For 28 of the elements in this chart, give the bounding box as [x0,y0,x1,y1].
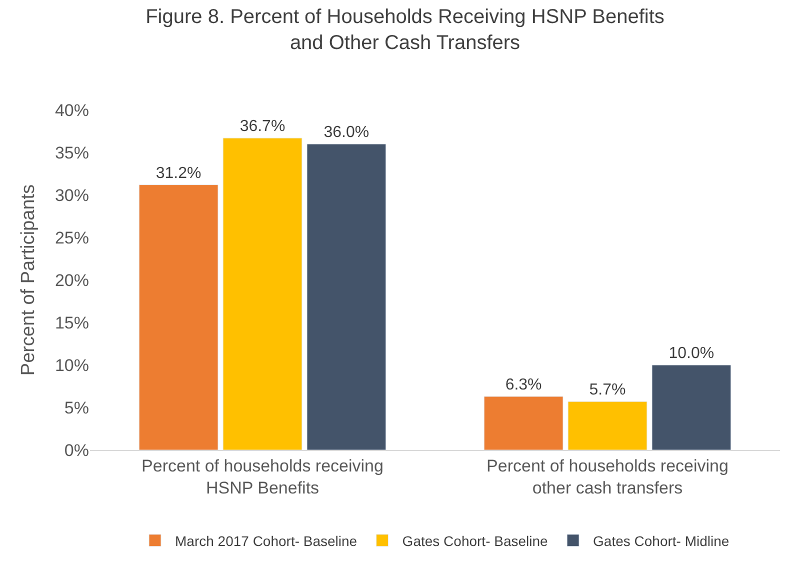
y-tick-label: 30% [54,186,89,205]
bar [222,138,302,450]
y-tick-label: 15% [54,313,89,332]
x-tick-label: Percent of households receiving other cash transfers [486,456,728,498]
data-label: 36.0% [324,124,370,141]
y-tick-label: 35% [54,143,89,162]
bar [306,144,386,450]
chart-title: Figure 8. Percent of Households Receiving HSNP Benefits and Other Cash Transfers [146,6,664,54]
y-tick-label: 25% [54,228,89,248]
x-tick-label: Percent of households receiving HSNP Benefits [142,456,384,498]
legend-label: March 2017 Cohort- Baseline [175,532,358,549]
legend-label: Gates Cohort- Baseline [402,532,548,549]
data-label: 31.2% [156,164,202,182]
y-tick-label: 10% [54,356,89,375]
data-label: 5.7% [589,382,626,399]
y-axis-title: Percent of Participants [18,184,39,376]
bar [568,401,648,450]
y-tick-label: 0% [64,440,89,460]
y-tick-label: 20% [54,270,89,290]
y-tick-label: 40% [54,100,89,120]
data-label: 36.7% [240,118,286,136]
y-tick-label: 5% [64,398,89,418]
legend-label: Gates Cohort- Midline [593,532,730,549]
data-label: 6.3% [505,376,542,394]
bar [652,364,732,450]
data-label: 10.0% [668,345,714,362]
bar [138,184,218,450]
bar [484,396,564,450]
